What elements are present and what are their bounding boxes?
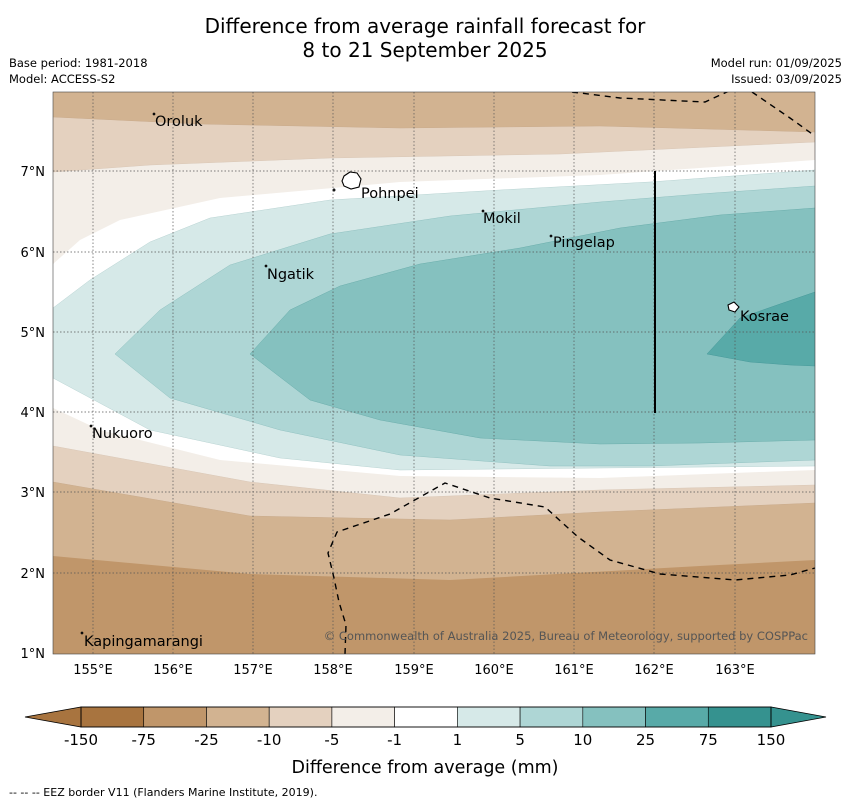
label-kapingamarangi: Kapingamarangi bbox=[84, 634, 203, 650]
colorbar-cell bbox=[143, 706, 207, 728]
lon-label-162: 162°E bbox=[634, 663, 674, 678]
pohnpei-island bbox=[341, 171, 362, 190]
lon-label-155: 155°E bbox=[73, 663, 113, 678]
meta-right: Model run: 01/09/2025 Issued: 03/09/2025 bbox=[711, 55, 842, 87]
title-line-2: 8 to 21 September 2025 bbox=[302, 38, 548, 62]
lon-label-160: 160°E bbox=[474, 663, 514, 678]
band-plus-25 bbox=[706, 291, 815, 367]
colorbar-tick-label: -5 bbox=[324, 731, 339, 749]
lon-label-161: 161°E bbox=[554, 663, 594, 678]
colorbar-frame bbox=[80, 706, 772, 728]
islet-marker bbox=[332, 188, 336, 192]
colorbar: -150 -75 -25 -10 -5 -1 1 5 10 25 75 150 Difference … bbox=[24, 706, 827, 778]
lat-label-5: 5°N bbox=[21, 326, 46, 341]
rainfall-contours: Oroluk Pohnpei Mokil Pingelap Ngatik Kos… bbox=[53, 92, 815, 654]
lat-label-1: 1°N bbox=[21, 647, 46, 662]
band-plus-10 bbox=[249, 207, 815, 445]
colorbar-cell bbox=[268, 706, 333, 728]
map-frame bbox=[52, 91, 816, 655]
colorbar-cell bbox=[80, 706, 145, 728]
place-labels: Oroluk Pohnpei Mokil Pingelap Ngatik Kos… bbox=[84, 114, 789, 650]
colorbar-tick-label: 75 bbox=[699, 731, 718, 749]
kapingamarangi-marker bbox=[80, 631, 84, 635]
colorbar-tick-label: 150 bbox=[757, 731, 786, 749]
colorbar-tick-label: -25 bbox=[194, 731, 219, 749]
colorbar-tick-label: 25 bbox=[636, 731, 655, 749]
issued-date: Issued: 03/09/2025 bbox=[731, 72, 842, 86]
island-outlines bbox=[80, 112, 740, 635]
lat-label-6: 6°N bbox=[21, 246, 46, 261]
colorbar-extend-high bbox=[770, 706, 827, 728]
label-pohnpei: Pohnpei bbox=[361, 186, 419, 202]
title-line-1: Difference from average rainfall forecas… bbox=[204, 14, 646, 38]
base-period: Base period: 1981-2018 bbox=[9, 56, 148, 70]
colorbar-tick-label: -1 bbox=[387, 731, 402, 749]
lon-label-158: 158°E bbox=[313, 663, 353, 678]
colorbar-cell bbox=[519, 706, 584, 728]
label-pingelap: Pingelap bbox=[553, 235, 615, 251]
colorbar-cell bbox=[331, 706, 395, 728]
lat-label-7: 7°N bbox=[21, 165, 46, 180]
colorbar-cell bbox=[394, 706, 458, 728]
colorbar-cell bbox=[707, 706, 772, 728]
copyright-notice: © Commonwealth of Australia 2025, Bureau… bbox=[324, 629, 808, 643]
kosrae-island bbox=[727, 301, 740, 313]
lon-label-159: 159°E bbox=[394, 663, 434, 678]
lat-label-4: 4°N bbox=[21, 406, 46, 421]
oroluk-marker bbox=[152, 112, 156, 116]
colorbar-tick-label: 1 bbox=[453, 731, 463, 749]
lat-label-3: 3°N bbox=[21, 486, 46, 501]
colorbar-tick-label: 10 bbox=[573, 731, 592, 749]
nukuoro-marker bbox=[89, 424, 93, 428]
colorbar-cell bbox=[206, 706, 270, 728]
label-mokil: Mokil bbox=[483, 211, 521, 227]
ngatik-marker bbox=[264, 264, 268, 268]
label-nukuoro: Nukuoro bbox=[92, 426, 153, 442]
colorbar-label: Difference from average (mm) bbox=[291, 758, 558, 778]
colorbar-tick-label: -10 bbox=[257, 731, 282, 749]
colorbar-tick-label: -150 bbox=[64, 731, 98, 749]
colorbar-extend-low bbox=[24, 706, 82, 728]
lon-label-157: 157°E bbox=[233, 663, 273, 678]
colorbar-tick-label: 5 bbox=[515, 731, 525, 749]
eez-footnote: -- -- -- EEZ border V11 (Flanders Marine… bbox=[9, 786, 318, 799]
map-title: Difference from average rainfall forecas… bbox=[0, 14, 850, 62]
meta-left: Base period: 1981-2018 Model: ACCESS-S2 bbox=[9, 55, 148, 87]
lon-label-156: 156°E bbox=[153, 663, 193, 678]
model-run: Model run: 01/09/2025 bbox=[710, 56, 842, 70]
model-name: Model: ACCESS-S2 bbox=[9, 72, 116, 86]
label-oroluk: Oroluk bbox=[155, 114, 203, 130]
colorbar-cell bbox=[645, 706, 709, 728]
label-ngatik: Ngatik bbox=[267, 267, 315, 283]
label-kosrae: Kosrae bbox=[740, 309, 789, 325]
mokil-marker bbox=[481, 209, 485, 213]
lon-axis-labels: 155°E 156°E 157°E 158°E 159°E 160°E 161°… bbox=[73, 663, 755, 678]
colorbar-cell bbox=[582, 706, 646, 728]
lat-axis-labels: 7°N 6°N 5°N 4°N 3°N 2°N 1°N bbox=[21, 165, 46, 662]
pingelap-marker bbox=[549, 234, 553, 238]
lon-label-163: 163°E bbox=[715, 663, 755, 678]
lat-label-2: 2°N bbox=[21, 567, 46, 582]
colorbar-tick-label: -75 bbox=[131, 731, 156, 749]
colorbar-cell bbox=[457, 706, 521, 728]
eez-border bbox=[327, 92, 815, 654]
